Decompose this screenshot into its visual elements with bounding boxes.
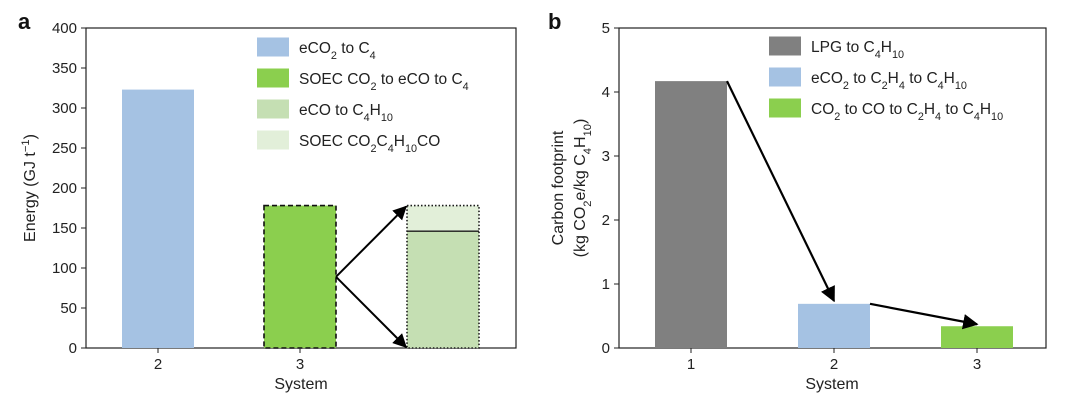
- breakdown-segment-a: [407, 205, 479, 232]
- bar-b: [941, 326, 1013, 348]
- arrow-2-to-3-b: [869, 302, 979, 330]
- bar-b: [798, 303, 870, 348]
- bar-b: [655, 81, 727, 349]
- y-tick-label-a: 250: [52, 140, 77, 157]
- legend-swatch-a: [257, 37, 289, 57]
- legend-label-a: eCO to C4H10: [299, 102, 393, 124]
- legend-swatch-a: [257, 99, 289, 119]
- y-tick-label-a: 0: [69, 340, 77, 357]
- arrow-down-a: [335, 276, 407, 348]
- y-axis-label-b-line1: Carbon footprint: [550, 130, 567, 245]
- arrow-up-a: [335, 205, 407, 278]
- y-tick-label-a: 50: [60, 300, 77, 317]
- y-tick-label-a: 150: [52, 220, 77, 237]
- arrow-1-to-2-b: [726, 80, 835, 303]
- y-tick-label-b: 3: [602, 148, 610, 165]
- y-tick-label-b: 2: [602, 212, 610, 229]
- x-tick-label-a: 3: [296, 356, 304, 373]
- x-tick-label-a: 2: [154, 356, 162, 373]
- legend-swatch-b: [769, 98, 801, 118]
- bar-a: [122, 89, 194, 348]
- legend-swatch-b: [769, 36, 801, 56]
- bar-a: [263, 204, 337, 349]
- y-tick-label-b: 1: [602, 276, 610, 293]
- panel-label-b: b: [548, 9, 561, 34]
- legend-label-b: CO2 to CO to C2H4 to C4H10: [811, 101, 1003, 123]
- y-tick-label-a: 200: [52, 180, 77, 197]
- breakdown-outline-a: [406, 204, 480, 349]
- chart-b: 0 1 2 3 4 5 1 2 3 LPG to C4H10 eCO2 to C2H4 to C4H…: [550, 20, 1047, 373]
- legend-swatch-a: [257, 68, 289, 88]
- legend-swatch-a: [257, 130, 289, 150]
- y-tick-label-a: 300: [52, 100, 77, 117]
- legend-swatch-b: [769, 67, 801, 87]
- y-tick-label-a: 350: [52, 60, 77, 77]
- x-tick-label-b: 2: [830, 356, 838, 373]
- legend-label-a: eCO2 to C4: [299, 40, 376, 62]
- panel-label-a: a: [18, 9, 31, 34]
- legend-label-b: LPG to C4H10: [811, 39, 904, 61]
- x-tick-label-b: 1: [687, 356, 695, 373]
- y-axis-label-a: Energy (GJ t−1): [20, 134, 39, 242]
- x-axis-label-a: System: [274, 376, 327, 393]
- x-tick-label-b: 3: [973, 356, 981, 373]
- legend-label-a: SOEC CO2C4H10CO: [299, 133, 440, 155]
- x-axis-label-b: System: [805, 376, 858, 393]
- y-tick-label-b: 4: [602, 84, 610, 101]
- legend-label-b: eCO2 to C2H4 to C4H10: [811, 70, 967, 92]
- y-axis-label-b-line2: (kg CO2e/kg C4H10): [572, 119, 594, 258]
- chart-a: 0 50 100 150 200 250 300 350 400 2 3 eCO2 to C4 SOEC…: [20, 20, 517, 373]
- y-tick-label-a: 400: [52, 20, 77, 37]
- y-tick-label-b: 5: [602, 20, 610, 37]
- y-tick-label-a: 100: [52, 260, 77, 277]
- legend-label-a: SOEC CO2 to eCO to C4: [299, 71, 469, 93]
- y-tick-label-b: 0: [602, 340, 610, 357]
- breakdown-segment-a: [407, 231, 479, 348]
